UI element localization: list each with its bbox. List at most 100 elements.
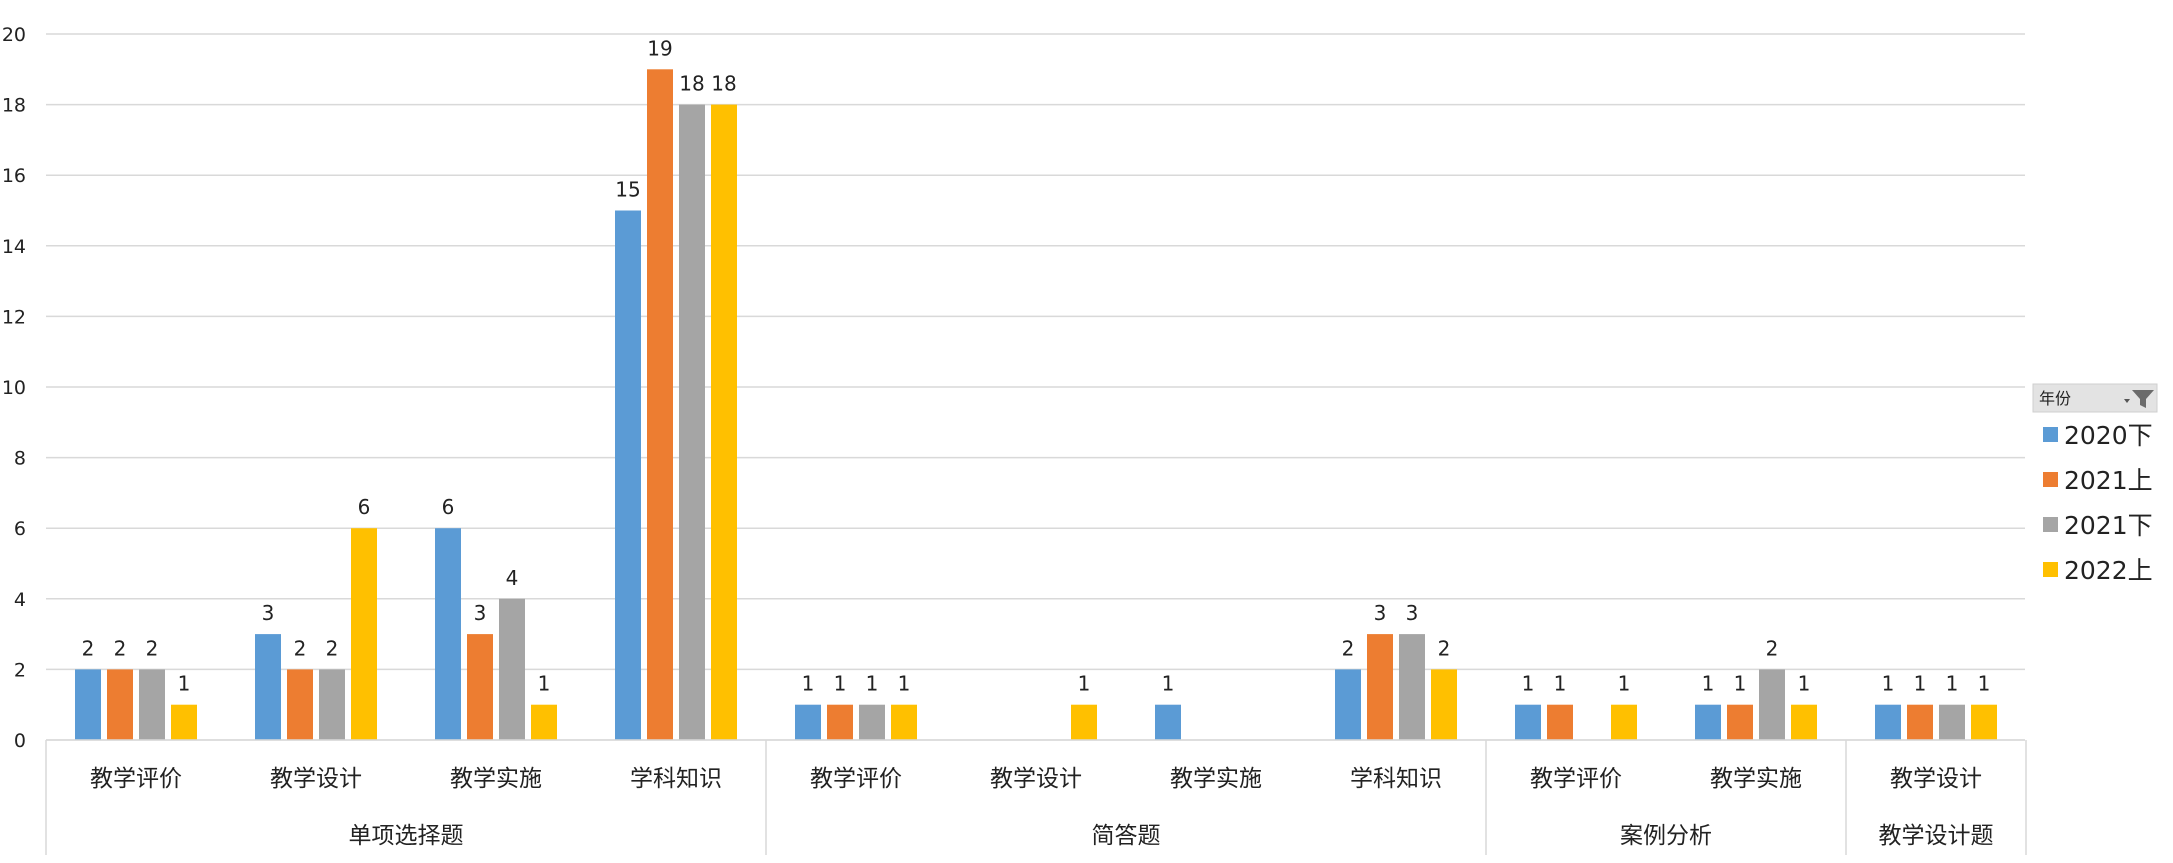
group-label: 简答题 xyxy=(1092,823,1161,849)
bar xyxy=(139,669,165,740)
bar xyxy=(1759,669,1785,740)
data-label: 1 xyxy=(1978,672,1991,696)
bar xyxy=(795,704,821,740)
data-label: 1 xyxy=(802,672,815,696)
data-label: 2 xyxy=(82,636,95,660)
bar xyxy=(467,634,493,740)
data-label: 2 xyxy=(114,636,127,660)
legend-swatch xyxy=(2043,562,2058,577)
chevron-down-icon xyxy=(2124,399,2130,403)
bar xyxy=(679,104,705,741)
data-label: 1 xyxy=(1882,672,1895,696)
data-label: 1 xyxy=(1734,672,1747,696)
data-label: 2 xyxy=(146,636,159,660)
y-axis: 0 2 4 6 8 10 12 14 16 18 20 xyxy=(2,24,26,752)
data-label: 2 xyxy=(1438,636,1451,660)
legend-filter-button[interactable] xyxy=(2032,383,2158,413)
bar xyxy=(1367,634,1393,740)
legend-item: 2021上 xyxy=(2064,466,2153,495)
data-label: 18 xyxy=(679,72,704,96)
bar xyxy=(1547,704,1573,740)
bar xyxy=(255,634,281,740)
data-label: 15 xyxy=(615,178,640,202)
data-label: 6 xyxy=(358,495,371,519)
bar xyxy=(1611,704,1637,740)
legend-swatch xyxy=(2043,517,2058,532)
category-label: 教学实施 xyxy=(1170,766,1262,792)
data-label: 2 xyxy=(326,636,339,660)
bar xyxy=(1791,704,1817,740)
y-tick-label: 14 xyxy=(2,236,26,258)
legend-item: 2021下 xyxy=(2064,511,2153,540)
data-label: 1 xyxy=(834,672,847,696)
bar xyxy=(1431,669,1457,740)
data-label: 1 xyxy=(1522,672,1535,696)
bar xyxy=(1727,704,1753,740)
data-label: 1 xyxy=(1554,672,1567,696)
category-label: 教学评价 xyxy=(1530,766,1622,792)
data-label: 18 xyxy=(711,72,736,96)
bar xyxy=(1971,704,1997,740)
group-label: 单项选择题 xyxy=(349,823,464,849)
legend-swatch xyxy=(2043,427,2058,442)
category-label: 学科知识 xyxy=(1350,766,1442,792)
data-label: 1 xyxy=(898,672,911,696)
data-label: 1 xyxy=(1946,672,1959,696)
legend: 年份 2020下 2021上 2021下 2022上 xyxy=(2032,383,2158,585)
category-label: 学科知识 xyxy=(630,766,722,792)
bar xyxy=(1875,704,1901,740)
bar xyxy=(351,528,377,740)
legend-title: 年份 xyxy=(2039,389,2071,408)
bar xyxy=(499,598,525,740)
bar xyxy=(1939,704,1965,740)
bar xyxy=(1515,704,1541,740)
data-label: 1 xyxy=(1798,672,1811,696)
data-label: 2 xyxy=(1766,636,1779,660)
data-label: 1 xyxy=(1702,672,1715,696)
data-label: 1 xyxy=(1618,672,1631,696)
y-tick-label: 18 xyxy=(2,95,26,117)
bar xyxy=(435,528,461,740)
bar xyxy=(1155,704,1181,740)
data-label: 3 xyxy=(262,601,275,625)
data-label: 3 xyxy=(1406,601,1419,625)
bar xyxy=(107,669,133,740)
bar xyxy=(75,669,101,740)
y-tick-label: 6 xyxy=(14,518,26,540)
legend-swatch xyxy=(2043,472,2058,487)
group-label: 教学设计题 xyxy=(1879,823,1994,849)
bar xyxy=(1399,634,1425,740)
y-tick-label: 16 xyxy=(2,165,26,187)
data-label: 1 xyxy=(866,672,879,696)
y-tick-label: 4 xyxy=(14,589,26,611)
bar xyxy=(711,104,737,741)
bar xyxy=(531,704,557,740)
data-label: 1 xyxy=(1162,672,1175,696)
bar xyxy=(1071,704,1097,740)
category-label: 教学设计 xyxy=(1890,766,1982,792)
y-tick-label: 12 xyxy=(2,306,26,328)
data-label: 19 xyxy=(647,36,672,60)
y-tick-label: 20 xyxy=(2,24,26,46)
category-label: 教学实施 xyxy=(1710,766,1802,792)
y-tick-label: 2 xyxy=(14,659,26,681)
y-tick-label: 10 xyxy=(2,377,26,399)
bar xyxy=(859,704,885,740)
legend-item: 2020下 xyxy=(2064,421,2153,450)
data-label: 6 xyxy=(442,495,455,519)
category-label: 教学实施 xyxy=(450,766,542,792)
x-axis: 教学评价 教学设计 教学实施 学科知识 教学评价 教学设计 教学实施 学科知识 教学评价 教学实施… xyxy=(45,739,2027,855)
bars xyxy=(75,69,1997,741)
data-label: 1 xyxy=(538,672,551,696)
category-label: 教学设计 xyxy=(990,766,1082,792)
data-label: 2 xyxy=(1342,636,1355,660)
legend-item: 2022上 xyxy=(2064,556,2153,585)
bar xyxy=(1907,704,1933,740)
data-label: 3 xyxy=(1374,601,1387,625)
group-label: 案例分析 xyxy=(1620,823,1712,849)
category-label: 教学评价 xyxy=(810,766,902,792)
data-label: 1 xyxy=(1078,672,1091,696)
bar xyxy=(319,669,345,740)
